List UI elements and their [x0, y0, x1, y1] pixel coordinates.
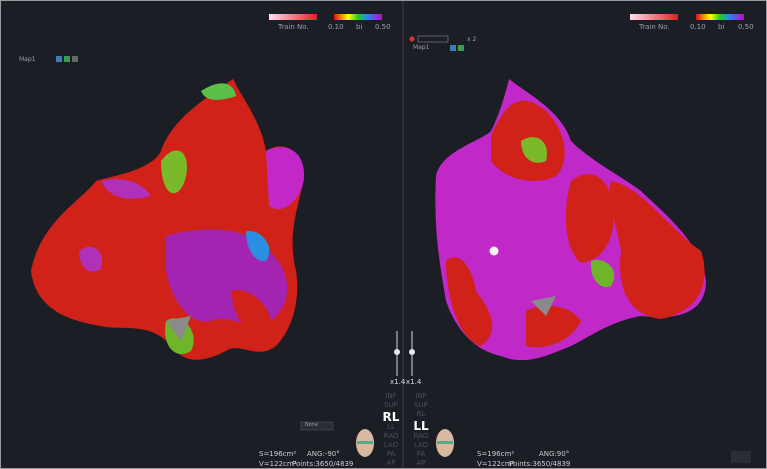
- slider-thumb[interactable]: [394, 349, 400, 355]
- legend-label: 0.10: [690, 23, 706, 31]
- view-option[interactable]: PA: [416, 450, 426, 458]
- points: Points:3650/4839: [509, 460, 571, 468]
- toolbar-count: x 2: [467, 36, 477, 43]
- volume: V=122cm³: [477, 460, 515, 468]
- voltage-bar: [334, 14, 382, 20]
- zoom-label: x1.4: [390, 378, 406, 386]
- legend-label: bi: [718, 23, 725, 31]
- legend-label: Train No.: [639, 23, 670, 31]
- view-option[interactable]: SUP: [414, 401, 428, 409]
- legend-label: Train No.: [278, 23, 309, 31]
- view-option[interactable]: RAO: [383, 432, 399, 440]
- map-label[interactable]: Map1: [19, 56, 36, 63]
- orientation-head: [356, 429, 454, 457]
- legend-label: 0.10: [328, 23, 344, 31]
- angle: ANG:90°: [539, 450, 570, 458]
- view-option[interactable]: LAO: [413, 441, 429, 449]
- legend-label: bi: [356, 23, 363, 31]
- slider-thumb[interactable]: [409, 349, 415, 355]
- tool-icon[interactable]: [64, 56, 70, 62]
- map-label[interactable]: Map1: [413, 44, 430, 51]
- corner-icon[interactable]: [731, 451, 751, 463]
- tool-icon[interactable]: [450, 45, 456, 51]
- legend-label: 0.50: [375, 23, 391, 31]
- view-option[interactable]: LL: [413, 419, 429, 433]
- points: Points:3650/4839: [292, 460, 354, 468]
- voltage-bar: [696, 14, 744, 20]
- tool-icon[interactable]: [458, 45, 464, 51]
- tool-icon[interactable]: [72, 56, 78, 62]
- legend-label: 0.50: [738, 23, 754, 31]
- view-option[interactable]: SUP: [384, 401, 398, 409]
- left-map: [31, 79, 305, 360]
- tool-icon[interactable]: [56, 56, 62, 62]
- train-bar: [630, 14, 678, 20]
- view-option[interactable]: RL: [416, 410, 426, 418]
- view-option[interactable]: AP: [386, 459, 396, 467]
- view-option[interactable]: RAO: [413, 432, 429, 440]
- zoom-label: x1.4: [406, 378, 422, 386]
- tool-icon[interactable]: [409, 36, 415, 42]
- toolbar[interactable]: [417, 35, 449, 43]
- view-option[interactable]: RL: [382, 410, 400, 424]
- view-option[interactable]: INF: [415, 392, 427, 400]
- dropdown[interactable]: [300, 421, 334, 431]
- view-option[interactable]: PA: [386, 450, 396, 458]
- view-option[interactable]: INF: [385, 392, 397, 400]
- view-option[interactable]: AP: [416, 459, 426, 467]
- dropdown-label[interactable]: None: [305, 422, 319, 428]
- surface: S=196cm²: [259, 450, 297, 458]
- right-map: [435, 79, 706, 361]
- surface: S=196cm²: [477, 450, 515, 458]
- volume: V=122cm³: [259, 460, 297, 468]
- view-option[interactable]: LAO: [383, 441, 399, 449]
- train-bar: [269, 14, 317, 20]
- angle: ANG:-90°: [307, 450, 340, 458]
- view-option[interactable]: LL: [387, 423, 395, 431]
